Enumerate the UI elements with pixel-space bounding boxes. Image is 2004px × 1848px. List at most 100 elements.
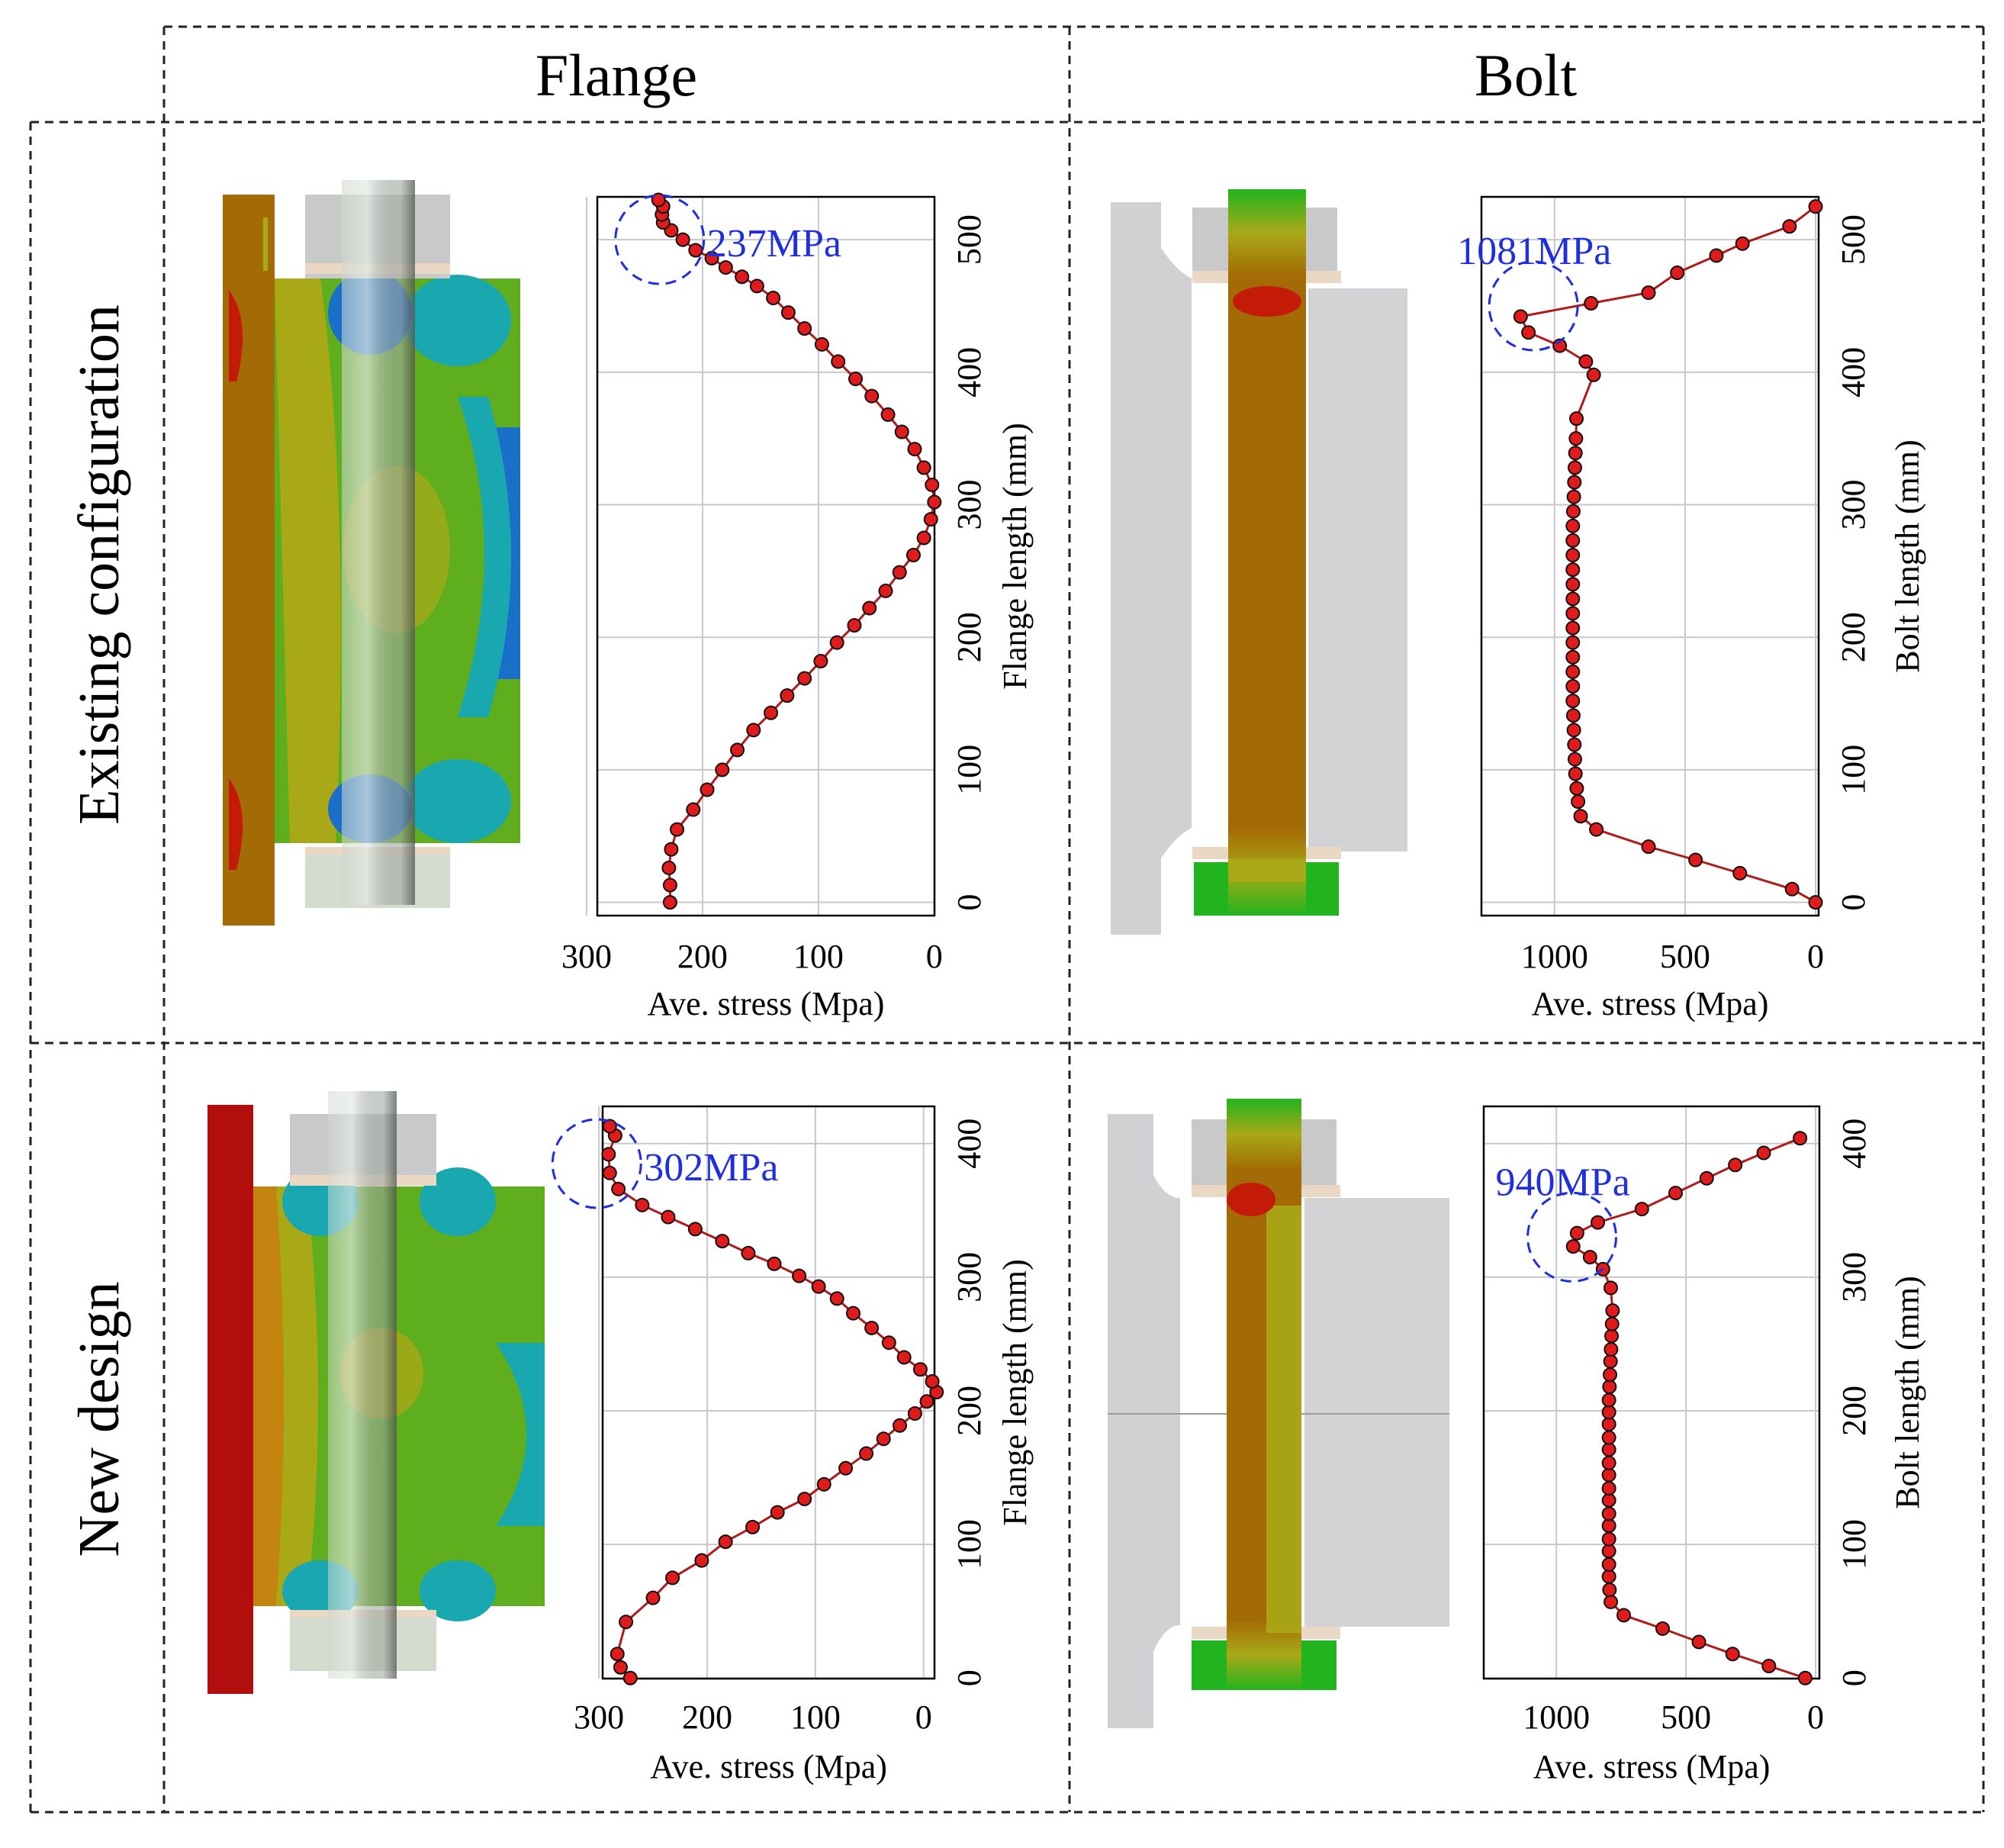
data-point xyxy=(1601,1557,1616,1572)
data-point xyxy=(1728,1157,1743,1173)
data-point xyxy=(1604,1328,1620,1344)
plot-frame xyxy=(596,195,936,917)
data-point xyxy=(1578,354,1594,369)
x-axis-label: Ave. stress (Mpa) xyxy=(1532,985,1769,1022)
data-point xyxy=(1568,766,1583,781)
annotation-circle xyxy=(551,1118,642,1209)
data-point xyxy=(746,723,761,738)
data-point xyxy=(880,407,896,422)
y-tick-label: 400 xyxy=(1835,1119,1873,1169)
x-tick-label: 200 xyxy=(682,1698,732,1736)
x-tick-label: 0 xyxy=(915,1698,932,1736)
data-point xyxy=(1604,1341,1619,1357)
data-point xyxy=(770,1505,785,1520)
data-point xyxy=(1601,1417,1616,1432)
data-point xyxy=(741,1245,756,1260)
data-point xyxy=(664,842,679,857)
data-point xyxy=(715,762,730,778)
data-point xyxy=(619,1615,634,1630)
data-point xyxy=(1725,1647,1740,1662)
data-point xyxy=(838,1460,854,1476)
y-tick-label: 0 xyxy=(1835,894,1872,911)
chart-bolt-existing: 1000 500 0 0 100 200 300 400 500 Ave. stress (Mpa… xyxy=(1457,195,1926,1022)
y-tick-label: 300 xyxy=(951,480,988,530)
x-tick-label: 1000 xyxy=(1521,938,1588,975)
y-tick-label: 100 xyxy=(951,1519,988,1570)
data-point xyxy=(1568,460,1583,475)
data-point xyxy=(735,269,750,285)
y-tick-label: 0 xyxy=(951,894,988,911)
data-point xyxy=(864,388,880,404)
fea-flange-existing xyxy=(223,180,520,926)
data-point xyxy=(1709,248,1724,263)
data-point xyxy=(665,1570,680,1586)
y-axis-label: Bolt length (mm) xyxy=(1889,1276,1926,1509)
x-tick-label: 1000 xyxy=(1523,1698,1590,1736)
data-point xyxy=(1601,1430,1616,1445)
x-tick-label: 0 xyxy=(1807,1698,1824,1736)
data-point xyxy=(688,243,703,258)
data-point xyxy=(661,860,677,875)
data-point xyxy=(881,1335,896,1351)
data-point xyxy=(847,618,862,633)
data-point xyxy=(1601,1467,1616,1483)
data-point xyxy=(1573,809,1588,824)
data-point xyxy=(1565,1239,1581,1254)
data-point xyxy=(1691,1634,1706,1650)
data-point xyxy=(1565,504,1581,519)
plot-frame xyxy=(1482,1105,1821,1680)
data-point xyxy=(1699,1170,1714,1186)
data-point xyxy=(797,320,812,336)
y-axis-label: Flange length (mm) xyxy=(996,1259,1034,1526)
annotation-circle xyxy=(614,194,706,285)
data-point xyxy=(1571,794,1586,810)
data-point xyxy=(1602,1379,1617,1394)
data-point xyxy=(602,1119,617,1134)
data-point xyxy=(829,635,844,650)
chart-flange-new: 300 200 100 0 0 100 200 300 400 Ave. stress (Mpa)… xyxy=(551,1105,1034,1785)
data-point xyxy=(1602,1582,1617,1598)
y-tick-label: 400 xyxy=(951,1119,988,1169)
row-header-existing: Existing configuration xyxy=(67,304,131,825)
y-tick-label: 100 xyxy=(1835,1519,1873,1570)
data-point xyxy=(905,548,921,563)
data-point xyxy=(864,1320,880,1335)
data-point xyxy=(792,1268,807,1283)
data-point xyxy=(1565,678,1581,694)
data-point xyxy=(1565,533,1581,548)
y-tick-label: 100 xyxy=(1835,745,1872,795)
data-point xyxy=(1566,489,1581,504)
data-point xyxy=(1521,325,1536,340)
data-point xyxy=(767,1256,782,1271)
data-point xyxy=(892,565,907,580)
data-point xyxy=(1604,1594,1619,1609)
chart-bolt-new: 1000 500 00 100 200 300 400 Ave. stress (Mpa) Bo… xyxy=(1482,1105,1926,1785)
plot-frame xyxy=(1480,195,1820,917)
data-point xyxy=(1601,1506,1616,1521)
data-point xyxy=(1603,1367,1618,1383)
data-point xyxy=(1565,620,1581,636)
y-tick-label: 400 xyxy=(1835,347,1872,398)
data-point xyxy=(878,583,893,598)
data-point xyxy=(894,424,909,439)
data-point xyxy=(661,1209,676,1225)
data-point xyxy=(1605,1303,1620,1318)
data-point xyxy=(700,782,715,797)
data-point xyxy=(811,1279,826,1294)
data-point xyxy=(925,477,940,492)
data-point xyxy=(1565,649,1581,665)
y-tick-label: 100 xyxy=(951,745,988,795)
data-point xyxy=(831,354,846,369)
data-point xyxy=(645,1590,661,1605)
x-tick-label: 0 xyxy=(926,938,943,975)
data-point xyxy=(907,1406,922,1421)
data-point xyxy=(715,1234,730,1249)
data-point xyxy=(797,671,812,686)
data-point xyxy=(730,742,745,758)
data-point xyxy=(1568,431,1584,446)
series-line xyxy=(1519,205,1816,903)
data-point xyxy=(1569,1225,1584,1241)
data-point xyxy=(1756,1145,1771,1161)
y-axis-label: Bolt length (mm) xyxy=(1889,439,1926,673)
data-point xyxy=(766,291,781,306)
